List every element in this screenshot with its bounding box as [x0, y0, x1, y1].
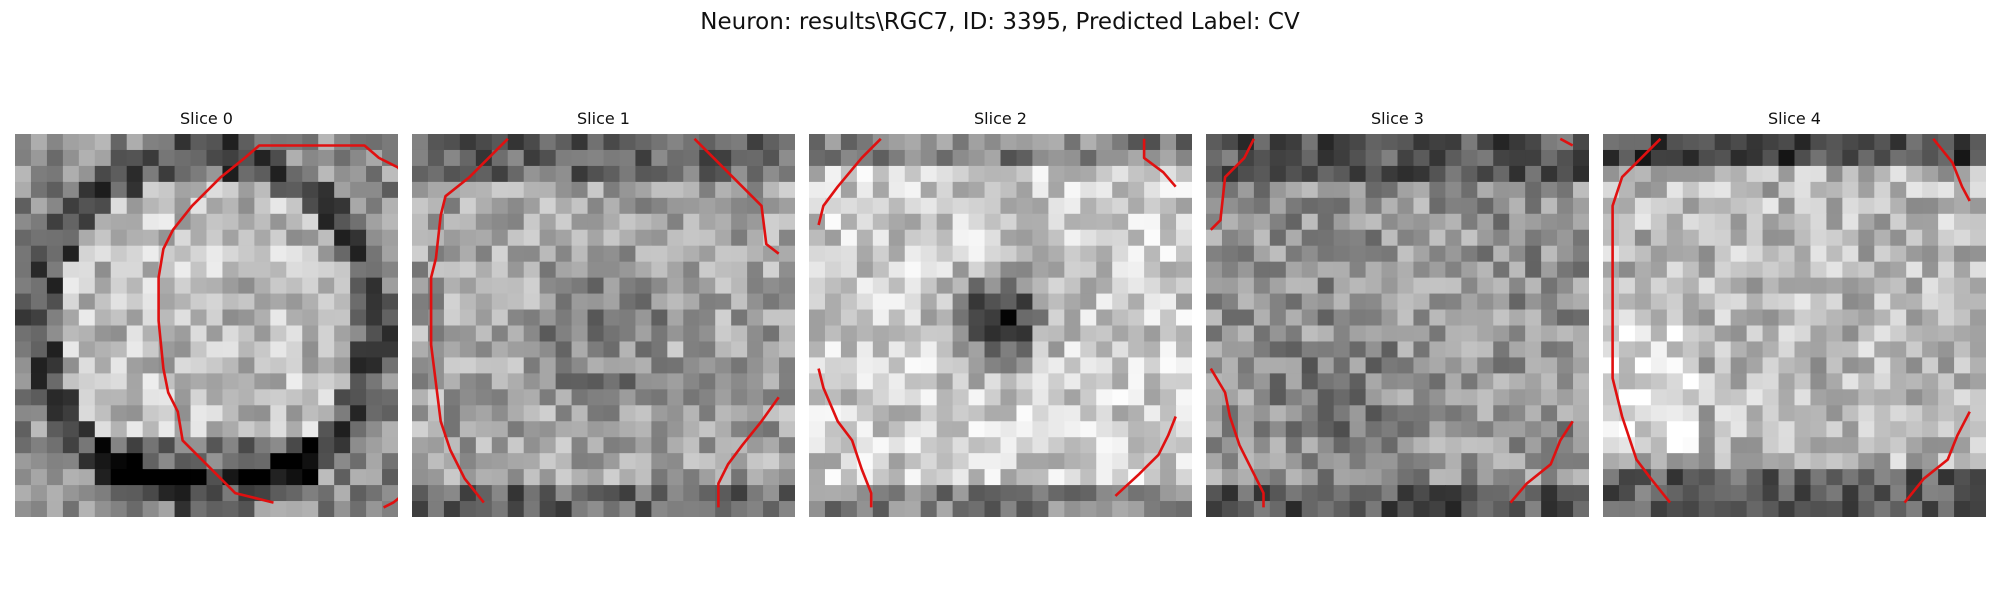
contour-line	[1903, 411, 1971, 504]
slice-image	[1603, 134, 1986, 517]
slice-title: Slice 3	[1371, 109, 1424, 128]
slice-title: Slice 1	[577, 109, 630, 128]
slice-title: Slice 4	[1768, 109, 1821, 128]
slice-image	[1206, 134, 1589, 517]
pixel-grid	[412, 134, 795, 517]
pixel-grid	[809, 134, 1192, 517]
contour-line	[817, 137, 882, 226]
slice-image	[809, 134, 1192, 517]
contour-line	[1209, 138, 1256, 231]
contour-line	[1611, 137, 1672, 504]
contour-line	[1509, 420, 1574, 504]
slice-title: Slice 0	[180, 109, 233, 128]
contour-line	[1142, 138, 1177, 188]
contour-line	[717, 396, 780, 508]
slice-image	[412, 134, 795, 517]
pixel-grid	[15, 134, 398, 517]
slice-panel: Slice 2	[809, 108, 1192, 520]
contour-line	[1559, 137, 1574, 147]
slice-panel: Slice 3	[1206, 108, 1589, 520]
pixel-grid	[1206, 134, 1589, 517]
contour-line	[817, 368, 873, 508]
slice-title: Slice 2	[974, 109, 1027, 128]
figure-title: Neuron: results\RGC7, ID: 3395, Predicte…	[700, 9, 1300, 35]
contour-line	[693, 137, 780, 255]
contour-line	[429, 137, 509, 504]
slice-panel: Slice 4	[1603, 108, 1986, 520]
contour-line	[157, 144, 398, 509]
contour-line	[1209, 367, 1265, 508]
contour-line	[1932, 137, 1971, 202]
contour-line	[1114, 416, 1177, 497]
slice-image	[15, 134, 398, 517]
slice-panel: Slice 0	[15, 108, 398, 520]
pixel-grid	[1603, 134, 1986, 517]
slice-panel: Slice 1	[412, 108, 795, 520]
